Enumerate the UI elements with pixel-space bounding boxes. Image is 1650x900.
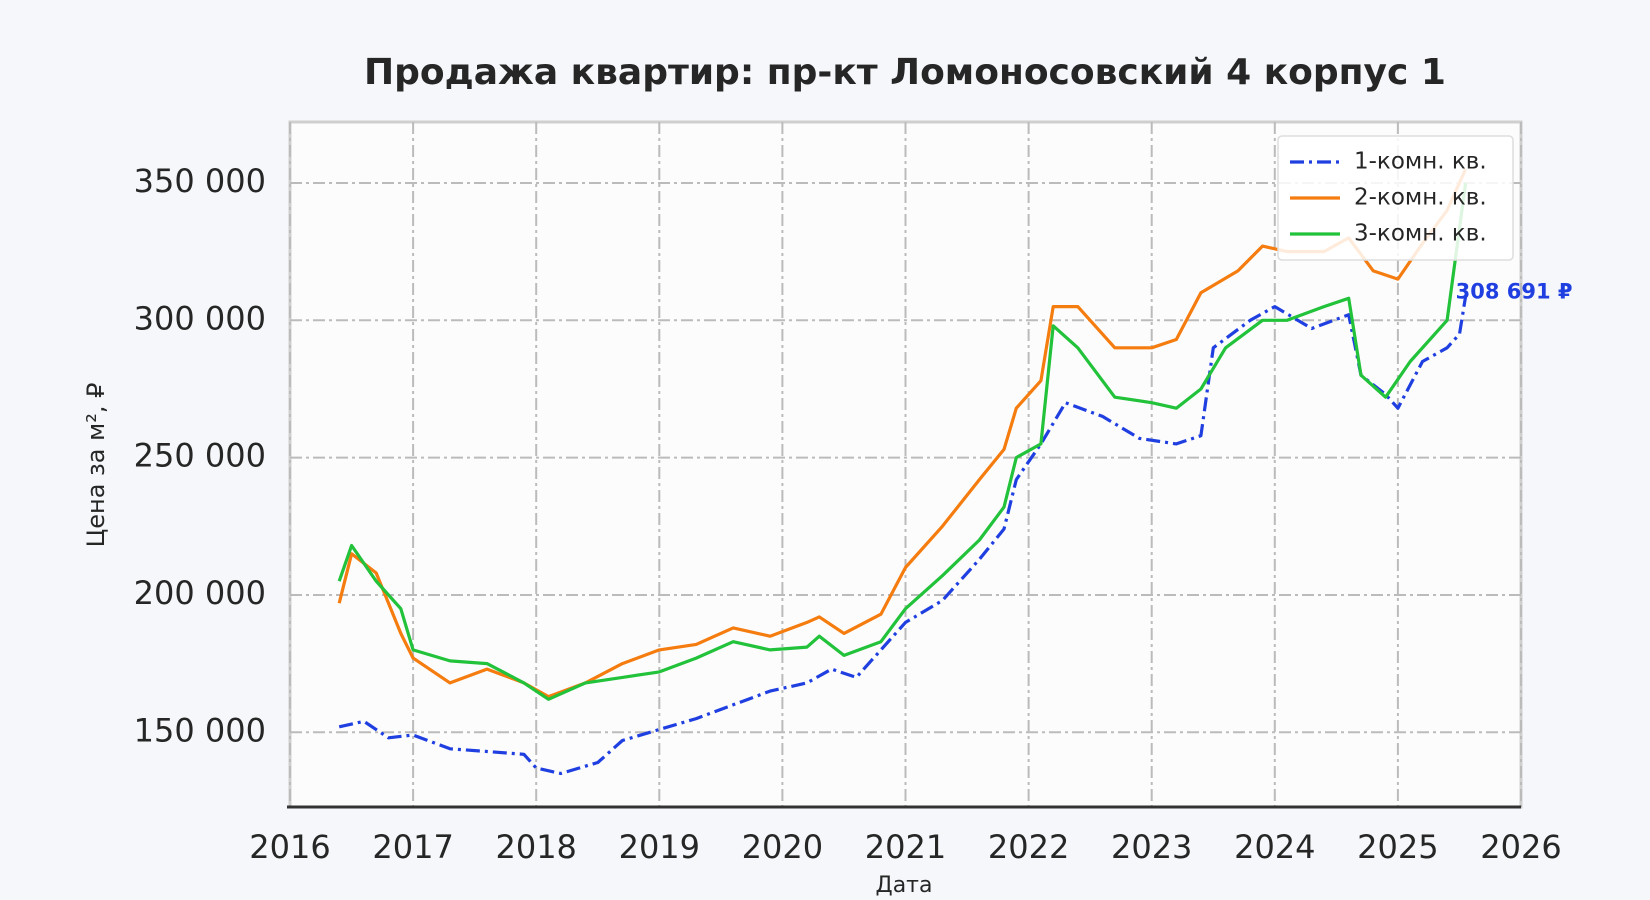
- x-tick-label: 2023: [1111, 828, 1192, 866]
- x-tick-label: 2026: [1480, 828, 1561, 866]
- x-tick-label: 2016: [249, 828, 330, 866]
- legend: 1-комн. кв. 2-комн. кв. 3-комн. кв.: [1277, 135, 1514, 261]
- y-tick-label: 350 000: [134, 162, 266, 200]
- y-axis-label: Цена за м², ₽: [82, 383, 110, 548]
- series-line: [338, 296, 1468, 776]
- end-label: 308 691 ₽: [1456, 279, 1573, 303]
- chart-title: Продажа квартир: пр-кт Ломоносовский 4 к…: [364, 52, 1446, 93]
- y-tick-label: 150 000: [134, 711, 266, 749]
- legend-label: 1-комн. кв.: [1354, 149, 1487, 175]
- x-axis-label: Дата: [876, 873, 933, 898]
- series-line: [337, 182, 1468, 701]
- x-tick-label: 2024: [1234, 828, 1315, 866]
- legend-label: 3-комн. кв.: [1354, 221, 1487, 247]
- legend-label: 2-комн. кв.: [1354, 185, 1487, 211]
- y-tick-label: 250 000: [134, 437, 266, 475]
- x-tick-label: 2018: [495, 828, 576, 866]
- x-tick-label: 2017: [372, 828, 453, 866]
- legend-box: [1277, 135, 1514, 261]
- x-tick-label: 2025: [1357, 828, 1438, 866]
- x-tick-label: 2019: [619, 828, 700, 866]
- y-tick-label: 200 000: [134, 574, 266, 612]
- x-tick-label: 2020: [742, 828, 823, 866]
- x-tick-label: 2021: [865, 828, 946, 866]
- y-tick-label: 300 000: [134, 299, 266, 337]
- x-tick-label: 2022: [988, 828, 1069, 866]
